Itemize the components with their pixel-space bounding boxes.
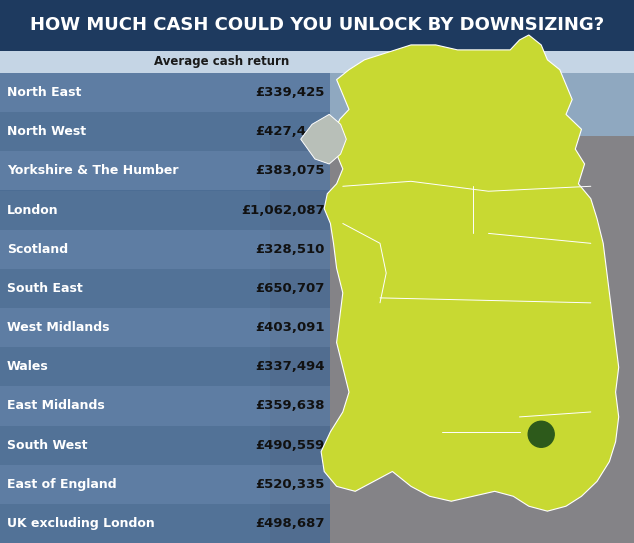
Text: West Midlands: West Midlands	[7, 321, 110, 334]
Text: UK excluding London: UK excluding London	[7, 517, 155, 530]
Polygon shape	[321, 35, 619, 511]
Text: £359,638: £359,638	[255, 400, 325, 413]
Bar	[0, 386, 330, 426]
Text: North West: North West	[7, 125, 86, 138]
Text: £490,559: £490,559	[256, 439, 325, 452]
Bar	[0, 269, 330, 308]
Text: £383,075: £383,075	[255, 165, 325, 178]
Text: £650,707: £650,707	[256, 282, 325, 295]
Bar	[0, 0, 634, 51]
Bar	[0, 112, 330, 151]
Polygon shape	[301, 115, 346, 164]
Bar	[0, 230, 330, 269]
Text: HOW MUCH CASH COULD YOU UNLOCK BY DOWNSIZING?: HOW MUCH CASH COULD YOU UNLOCK BY DOWNSI…	[30, 16, 604, 35]
Text: North East: North East	[7, 86, 81, 99]
Text: Scotland: Scotland	[7, 243, 68, 256]
Bar	[270, 136, 634, 543]
Text: South West: South West	[7, 439, 87, 452]
Text: East of England: East of England	[7, 478, 117, 491]
Bar	[0, 151, 330, 191]
Text: £1,062,087: £1,062,087	[241, 204, 325, 217]
Text: East Midlands: East Midlands	[7, 400, 105, 413]
Text: £337,494: £337,494	[255, 360, 325, 373]
Bar	[0, 308, 330, 347]
Bar	[0, 191, 330, 230]
Text: £498,687: £498,687	[255, 517, 325, 530]
Bar	[0, 504, 330, 543]
Bar	[0, 465, 330, 504]
Text: £328,510: £328,510	[256, 243, 325, 256]
Text: £520,335: £520,335	[256, 478, 325, 491]
Bar	[0, 426, 330, 465]
Bar	[0, 73, 330, 112]
Text: £403,091: £403,091	[255, 321, 325, 334]
Text: London: London	[7, 204, 58, 217]
Circle shape	[528, 421, 554, 447]
Text: £427,444: £427,444	[255, 125, 325, 138]
Bar	[0, 51, 634, 73]
Text: Yorkshire & The Humber: Yorkshire & The Humber	[7, 165, 179, 178]
Text: £339,425: £339,425	[256, 86, 325, 99]
Text: Average cash return: Average cash return	[154, 55, 290, 68]
Text: South East: South East	[7, 282, 83, 295]
Bar	[0, 347, 330, 386]
Text: Wales: Wales	[7, 360, 49, 373]
